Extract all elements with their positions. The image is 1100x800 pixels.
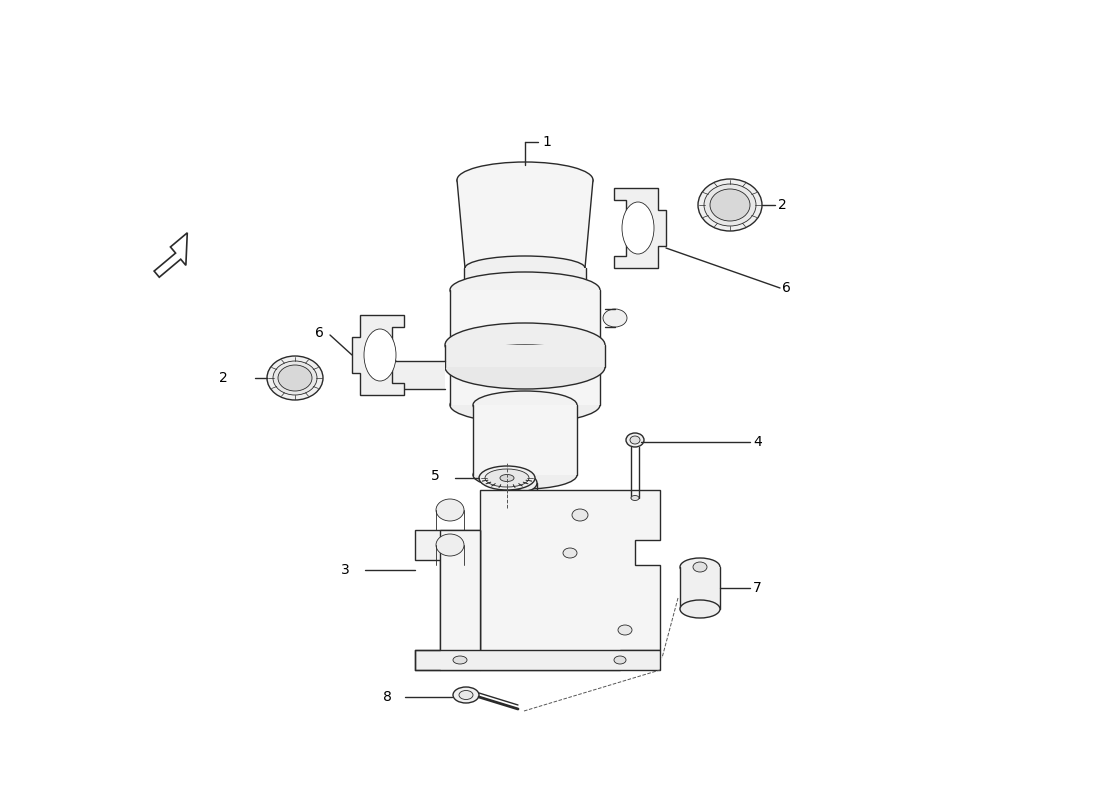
Text: 6: 6 xyxy=(782,281,791,295)
Ellipse shape xyxy=(446,323,605,367)
Ellipse shape xyxy=(373,357,402,393)
Text: 7: 7 xyxy=(754,581,761,595)
Text: 8: 8 xyxy=(383,690,392,704)
Ellipse shape xyxy=(478,466,535,490)
Polygon shape xyxy=(473,405,578,475)
Ellipse shape xyxy=(364,329,396,381)
Polygon shape xyxy=(440,530,480,670)
Ellipse shape xyxy=(563,548,578,558)
Ellipse shape xyxy=(572,509,588,521)
Ellipse shape xyxy=(273,361,317,395)
Ellipse shape xyxy=(618,625,632,635)
Ellipse shape xyxy=(680,558,720,576)
Ellipse shape xyxy=(453,656,468,664)
Ellipse shape xyxy=(465,256,585,280)
Ellipse shape xyxy=(446,345,605,389)
Ellipse shape xyxy=(459,690,473,699)
Ellipse shape xyxy=(614,656,626,664)
Polygon shape xyxy=(387,361,446,389)
Ellipse shape xyxy=(473,391,578,419)
Text: 4: 4 xyxy=(754,435,761,449)
Ellipse shape xyxy=(436,499,464,521)
Ellipse shape xyxy=(704,184,756,226)
Ellipse shape xyxy=(450,387,600,423)
Ellipse shape xyxy=(513,475,537,491)
Ellipse shape xyxy=(710,189,750,221)
Ellipse shape xyxy=(278,365,312,391)
Ellipse shape xyxy=(603,309,627,327)
Polygon shape xyxy=(480,490,660,670)
Text: 2: 2 xyxy=(778,198,786,212)
Ellipse shape xyxy=(450,272,600,308)
Ellipse shape xyxy=(630,436,640,444)
Polygon shape xyxy=(450,290,600,405)
Polygon shape xyxy=(680,567,720,609)
Ellipse shape xyxy=(267,356,323,400)
Ellipse shape xyxy=(621,202,654,254)
Ellipse shape xyxy=(473,461,578,489)
Ellipse shape xyxy=(680,600,720,618)
Ellipse shape xyxy=(453,687,478,703)
Polygon shape xyxy=(415,530,480,650)
Polygon shape xyxy=(446,345,605,367)
Text: 5: 5 xyxy=(431,469,440,483)
Ellipse shape xyxy=(693,562,707,572)
Polygon shape xyxy=(456,180,593,268)
Ellipse shape xyxy=(456,162,593,198)
Ellipse shape xyxy=(513,496,537,510)
Polygon shape xyxy=(464,268,586,290)
Ellipse shape xyxy=(464,277,586,303)
Ellipse shape xyxy=(485,469,529,487)
Ellipse shape xyxy=(631,495,639,501)
Text: 3: 3 xyxy=(341,563,350,577)
Ellipse shape xyxy=(698,179,762,231)
Polygon shape xyxy=(415,650,660,670)
Text: 6: 6 xyxy=(315,326,323,340)
Ellipse shape xyxy=(436,534,464,556)
Text: 2: 2 xyxy=(219,371,228,385)
Ellipse shape xyxy=(500,474,514,482)
Polygon shape xyxy=(352,315,404,395)
Text: 1: 1 xyxy=(542,135,551,149)
Ellipse shape xyxy=(626,433,644,447)
Polygon shape xyxy=(614,188,666,268)
Polygon shape xyxy=(154,233,187,278)
